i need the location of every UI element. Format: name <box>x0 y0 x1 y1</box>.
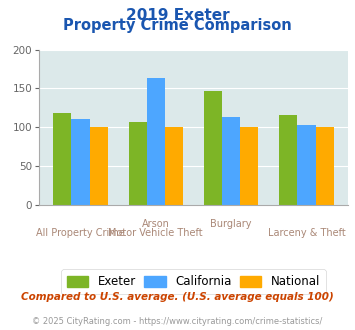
Bar <box>53 113 71 205</box>
Bar <box>147 78 165 205</box>
Text: © 2025 CityRating.com - https://www.cityrating.com/crime-statistics/: © 2025 CityRating.com - https://www.city… <box>32 317 323 326</box>
Bar <box>89 127 108 205</box>
Bar <box>71 119 89 205</box>
Text: Arson: Arson <box>142 218 170 229</box>
Text: Compared to U.S. average. (U.S. average equals 100): Compared to U.S. average. (U.S. average … <box>21 292 334 302</box>
Text: Property Crime Comparison: Property Crime Comparison <box>63 18 292 33</box>
Bar <box>240 127 258 205</box>
Bar <box>279 115 297 205</box>
Bar <box>204 91 222 205</box>
Text: All Property Crime: All Property Crime <box>36 228 125 238</box>
Text: 2019 Exeter: 2019 Exeter <box>126 8 229 23</box>
Bar <box>316 127 334 205</box>
Bar <box>222 117 240 205</box>
Bar <box>297 125 316 205</box>
Legend: Exeter, California, National: Exeter, California, National <box>61 269 326 294</box>
Text: Burglary: Burglary <box>211 218 252 229</box>
Bar <box>165 127 183 205</box>
Bar <box>129 122 147 205</box>
Text: Motor Vehicle Theft: Motor Vehicle Theft <box>109 228 203 238</box>
Text: Larceny & Theft: Larceny & Theft <box>268 228 345 238</box>
